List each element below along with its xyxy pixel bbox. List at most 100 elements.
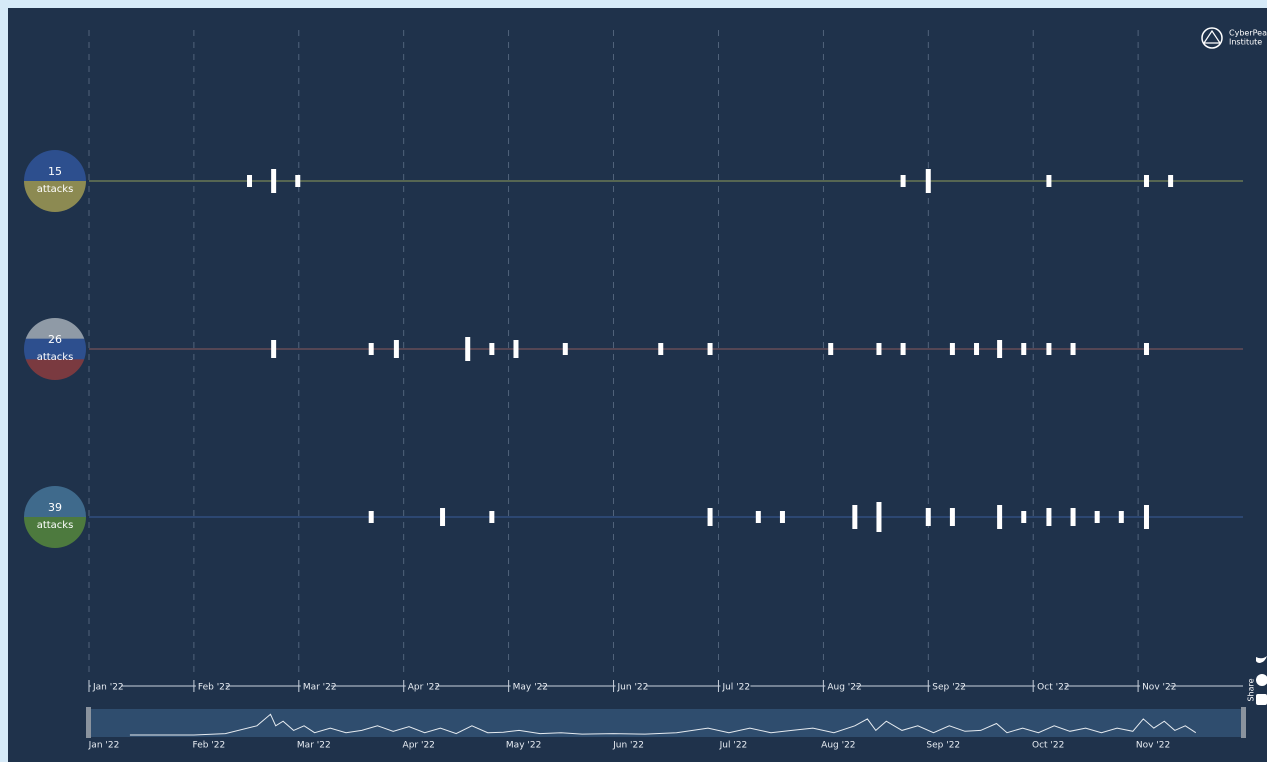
attack-bar (1046, 175, 1052, 187)
attack-bar (876, 502, 882, 532)
flag-band (24, 359, 86, 380)
attack-bar (997, 340, 1003, 358)
overview-tick-label: May '22 (506, 741, 541, 751)
attack-bar (1143, 175, 1149, 187)
plot: Jan '22 Jan '22 Feb '22 Feb '22 Mar '22 Mar '… (24, 30, 1246, 751)
attack-label: attacks (37, 184, 74, 195)
attack-bar (440, 508, 446, 526)
tick-label-bg (300, 680, 331, 692)
overview-tick-label: Jan '22 (88, 741, 120, 751)
overview-tick-label: Mar '22 (297, 741, 331, 751)
attack-count: 39 (48, 501, 62, 514)
share-label: Share (1247, 678, 1256, 701)
attack-bar (393, 340, 399, 358)
attack-bar (271, 340, 277, 358)
attack-bar (513, 340, 519, 358)
x-tick-label: Jun '22 (617, 683, 649, 693)
logo-mark (1202, 29, 1222, 44)
flag-band (24, 338, 86, 360)
brand-line-1: CyberPeace (1229, 29, 1267, 38)
panel (8, 8, 1267, 762)
attack-bar (271, 169, 277, 193)
flag-band (24, 318, 86, 340)
attack-bar (900, 175, 906, 187)
attack-bar (1118, 511, 1124, 523)
x-tick-label: Sep '22 (932, 683, 966, 693)
attack-count: 26 (48, 333, 62, 346)
attack-bar (1094, 511, 1100, 523)
attack-bar (658, 343, 664, 355)
tick-label-bg (91, 680, 121, 692)
logo-icon (1201, 27, 1223, 49)
attack-bar (1070, 508, 1076, 526)
attack-label: attacks (37, 520, 74, 531)
x-tick-label: Jan '22 (92, 683, 124, 693)
attack-bar (925, 508, 931, 526)
attack-bar (1021, 343, 1027, 355)
x-tick-label: Aug '22 (827, 683, 861, 693)
attack-bar (755, 511, 761, 523)
x-tick-label: Apr '22 (408, 683, 440, 693)
tick-label-bg (930, 680, 961, 692)
attack-bar (247, 175, 253, 187)
attack-bar (828, 343, 834, 355)
linkedin-icon[interactable] (1256, 694, 1267, 705)
tick-label-bg (405, 680, 436, 692)
overview-tick-label: Nov '22 (1136, 741, 1170, 751)
attack-bar (707, 343, 713, 355)
x-tick-label: Feb '22 (198, 683, 231, 693)
facebook-icon[interactable] (1256, 674, 1267, 686)
attack-bar (1046, 508, 1052, 526)
attack-bar (1143, 505, 1149, 529)
overview-bg (89, 709, 1243, 737)
overview-tick-label: Aug '22 (821, 741, 855, 751)
brush-handle (86, 707, 91, 738)
tick-label-bg (615, 680, 646, 692)
attack-bar (295, 175, 301, 187)
brand-line-2: Institute (1229, 38, 1262, 47)
attack-bar (997, 505, 1003, 529)
attack-bar (949, 343, 955, 355)
attack-bar (368, 511, 374, 523)
attack-bar (1021, 511, 1027, 523)
attack-bar (1168, 175, 1174, 187)
x-tick-label: May '22 (513, 683, 548, 693)
x-tick-label: Oct '22 (1037, 683, 1069, 693)
attack-count: 15 (48, 165, 62, 178)
attack-bar (1070, 343, 1076, 355)
attack-bar (1143, 343, 1149, 355)
attack-bar (562, 343, 568, 355)
tick-label-bg (825, 680, 856, 692)
overview-tick-label: Jun '22 (612, 741, 644, 751)
attack-label: attacks (37, 352, 74, 363)
attack-bar (465, 337, 471, 361)
attack-bar (779, 511, 785, 523)
overview-tick-label: Sep '22 (926, 741, 960, 751)
attack-bar (489, 343, 495, 355)
overview-tick-label: Oct '22 (1032, 741, 1064, 751)
x-tick-label: Nov '22 (1142, 683, 1176, 693)
brush-handle (1241, 707, 1246, 738)
tick-label-bg (195, 680, 226, 692)
tick-label-bg (510, 680, 541, 692)
tick-label-bg (1035, 680, 1066, 692)
twitter-icon[interactable] (1256, 656, 1267, 663)
tick-label-bg (1140, 680, 1171, 692)
tick-label-bg (720, 680, 751, 692)
attack-bar (852, 505, 858, 529)
attack-bar (489, 511, 495, 523)
attack-bar (925, 169, 931, 193)
overview-tick-label: Apr '22 (403, 741, 435, 751)
attack-bar (949, 508, 955, 526)
overview-line (129, 713, 1197, 736)
attack-bar (707, 508, 713, 526)
overview-tick-label: Jul '22 (719, 741, 748, 751)
x-tick-label: Jul '22 (721, 683, 750, 693)
attack-bar (368, 343, 374, 355)
attack-bar (1046, 343, 1052, 355)
attack-bar (876, 343, 882, 355)
x-tick-label: Mar '22 (303, 683, 337, 693)
overview-tick-label: Feb '22 (193, 741, 226, 751)
